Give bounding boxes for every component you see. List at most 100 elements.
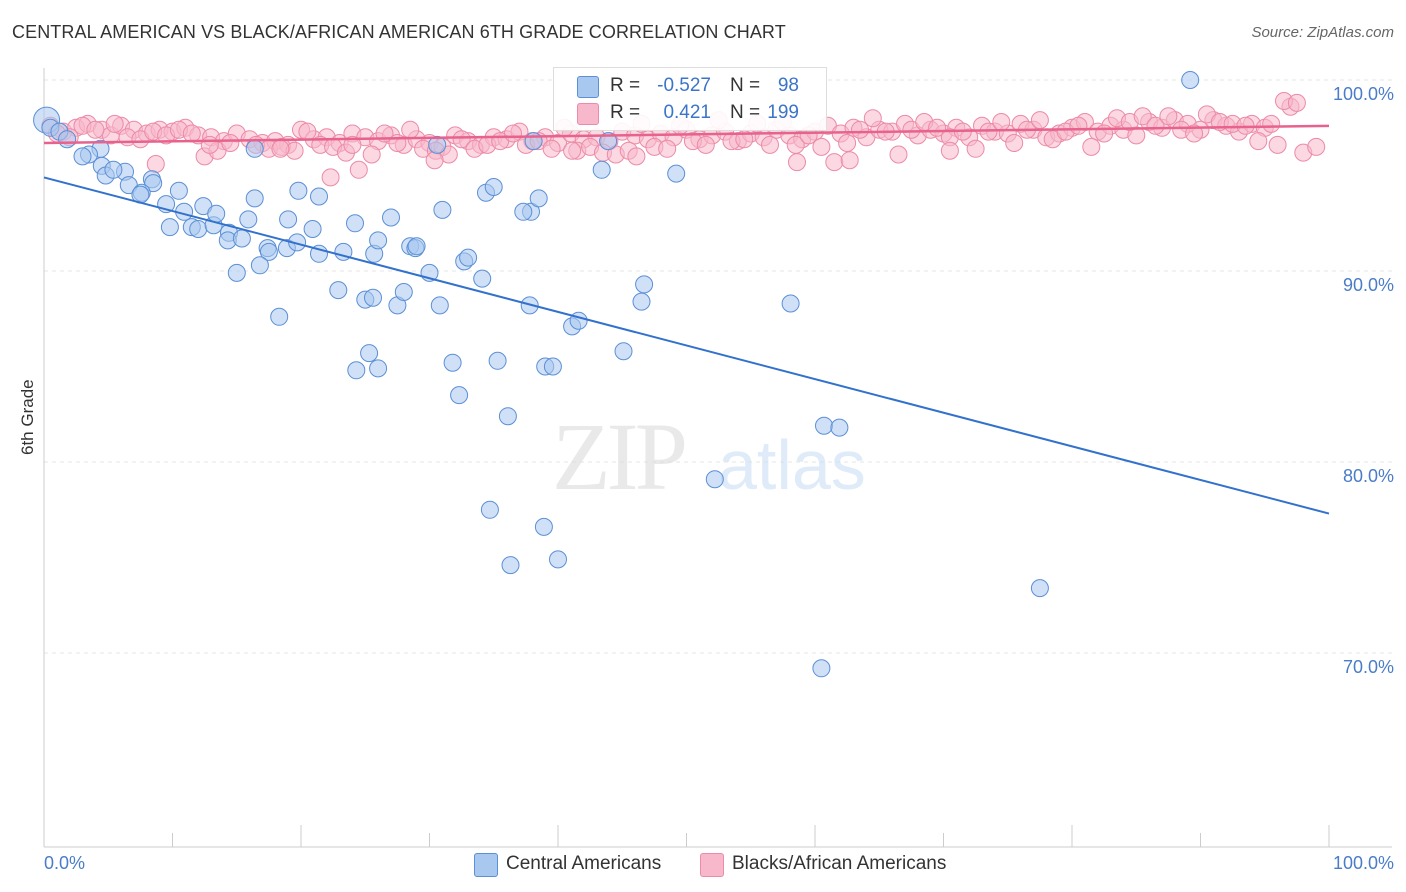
x-tick-label: 100.0% bbox=[1333, 853, 1394, 873]
y-tick-label: 70.0% bbox=[1343, 657, 1394, 677]
data-point bbox=[343, 135, 362, 154]
data-point bbox=[488, 351, 507, 370]
data-point bbox=[1185, 124, 1204, 143]
data-point bbox=[245, 189, 264, 208]
data-point bbox=[1146, 116, 1165, 135]
data-point bbox=[259, 242, 278, 261]
n-value: 199 bbox=[767, 102, 799, 123]
x-tick-label: 0.0% bbox=[44, 853, 85, 873]
data-point bbox=[227, 263, 246, 282]
legend-swatch-pink bbox=[577, 103, 599, 125]
data-point bbox=[369, 359, 388, 378]
legend-swatch-blue bbox=[577, 76, 599, 98]
stats-row-central-americans: R = -0.527 N = 98 bbox=[554, 74, 826, 100]
data-point bbox=[1005, 134, 1024, 152]
data-point bbox=[825, 153, 844, 172]
data-point bbox=[1069, 116, 1088, 135]
data-point bbox=[614, 342, 633, 361]
data-point bbox=[635, 275, 654, 294]
trend-line-blacks-african-americans bbox=[43, 124, 1330, 145]
data-point bbox=[696, 135, 715, 154]
data-point bbox=[788, 153, 806, 172]
data-point bbox=[443, 353, 462, 372]
source-credit: Source: ZipAtlas.com bbox=[1251, 24, 1394, 41]
data-point bbox=[86, 120, 105, 139]
data-point bbox=[360, 344, 379, 363]
data-point bbox=[200, 135, 219, 154]
data-point bbox=[1082, 137, 1101, 156]
data-point bbox=[207, 204, 226, 223]
watermark-atlas: atlas bbox=[718, 426, 866, 504]
data-point bbox=[382, 208, 400, 227]
data-point bbox=[830, 418, 849, 437]
data-point bbox=[182, 124, 201, 143]
data-point bbox=[781, 294, 800, 313]
data-point bbox=[627, 147, 646, 166]
data-point bbox=[452, 130, 471, 149]
data-point bbox=[58, 130, 77, 149]
data-point bbox=[430, 296, 449, 315]
data-point bbox=[863, 109, 882, 128]
data-point bbox=[146, 155, 165, 173]
data-point bbox=[239, 210, 258, 229]
data-point bbox=[889, 145, 908, 164]
r-label: R = bbox=[610, 75, 641, 96]
data-point bbox=[369, 231, 388, 250]
r-label: R = bbox=[610, 102, 641, 123]
legend-label: Blacks/African Americans bbox=[732, 853, 947, 874]
n-value: 98 bbox=[777, 75, 799, 96]
data-point bbox=[592, 160, 611, 179]
data-point bbox=[169, 181, 188, 200]
y-tick-label: 90.0% bbox=[1343, 275, 1394, 295]
data-point bbox=[529, 189, 548, 208]
data-point bbox=[289, 181, 308, 200]
data-point bbox=[362, 145, 381, 164]
data-point bbox=[1159, 107, 1178, 126]
r-value: -0.527 bbox=[657, 75, 711, 96]
data-point bbox=[498, 407, 517, 426]
data-point bbox=[667, 164, 686, 183]
data-point bbox=[364, 288, 382, 307]
data-point bbox=[658, 139, 677, 158]
data-point bbox=[73, 147, 92, 166]
data-point bbox=[1249, 132, 1268, 151]
data-point bbox=[1030, 579, 1049, 598]
data-point bbox=[524, 132, 543, 151]
watermark: ZIP atlas bbox=[552, 403, 866, 510]
data-point bbox=[542, 139, 561, 158]
data-point bbox=[407, 237, 426, 256]
data-point bbox=[189, 220, 208, 238]
data-point bbox=[473, 269, 492, 288]
data-point bbox=[549, 550, 567, 569]
series-central-americans bbox=[33, 71, 1200, 678]
legend-swatch-blue bbox=[474, 853, 498, 877]
data-point bbox=[1133, 107, 1152, 126]
trend-line-central-americans bbox=[43, 176, 1330, 515]
data-point bbox=[514, 202, 533, 221]
data-point bbox=[1287, 93, 1306, 112]
watermark-zip: ZIP bbox=[552, 403, 685, 510]
data-point bbox=[144, 174, 163, 193]
data-point bbox=[401, 120, 420, 139]
data-point bbox=[310, 187, 328, 206]
trend-lines bbox=[43, 124, 1330, 515]
data-point bbox=[992, 113, 1011, 131]
data-point bbox=[433, 200, 452, 219]
data-point bbox=[1181, 71, 1200, 89]
data-point bbox=[428, 135, 447, 154]
data-point bbox=[329, 281, 348, 300]
y-axis-label: 6th Grade bbox=[18, 379, 37, 455]
n-label: N = bbox=[730, 75, 761, 96]
n-label: N = bbox=[730, 102, 761, 123]
data-point bbox=[840, 151, 859, 170]
data-point bbox=[160, 218, 179, 237]
data-point bbox=[394, 283, 413, 301]
data-point bbox=[632, 292, 651, 311]
stats-row-blacks-african-americans: R = 0.421 N = 199 bbox=[554, 101, 826, 127]
data-point bbox=[1307, 137, 1326, 156]
grid-lines bbox=[44, 79, 1392, 654]
data-point bbox=[321, 168, 340, 187]
data-point bbox=[298, 122, 317, 141]
data-point bbox=[245, 139, 264, 158]
data-point bbox=[812, 137, 831, 156]
